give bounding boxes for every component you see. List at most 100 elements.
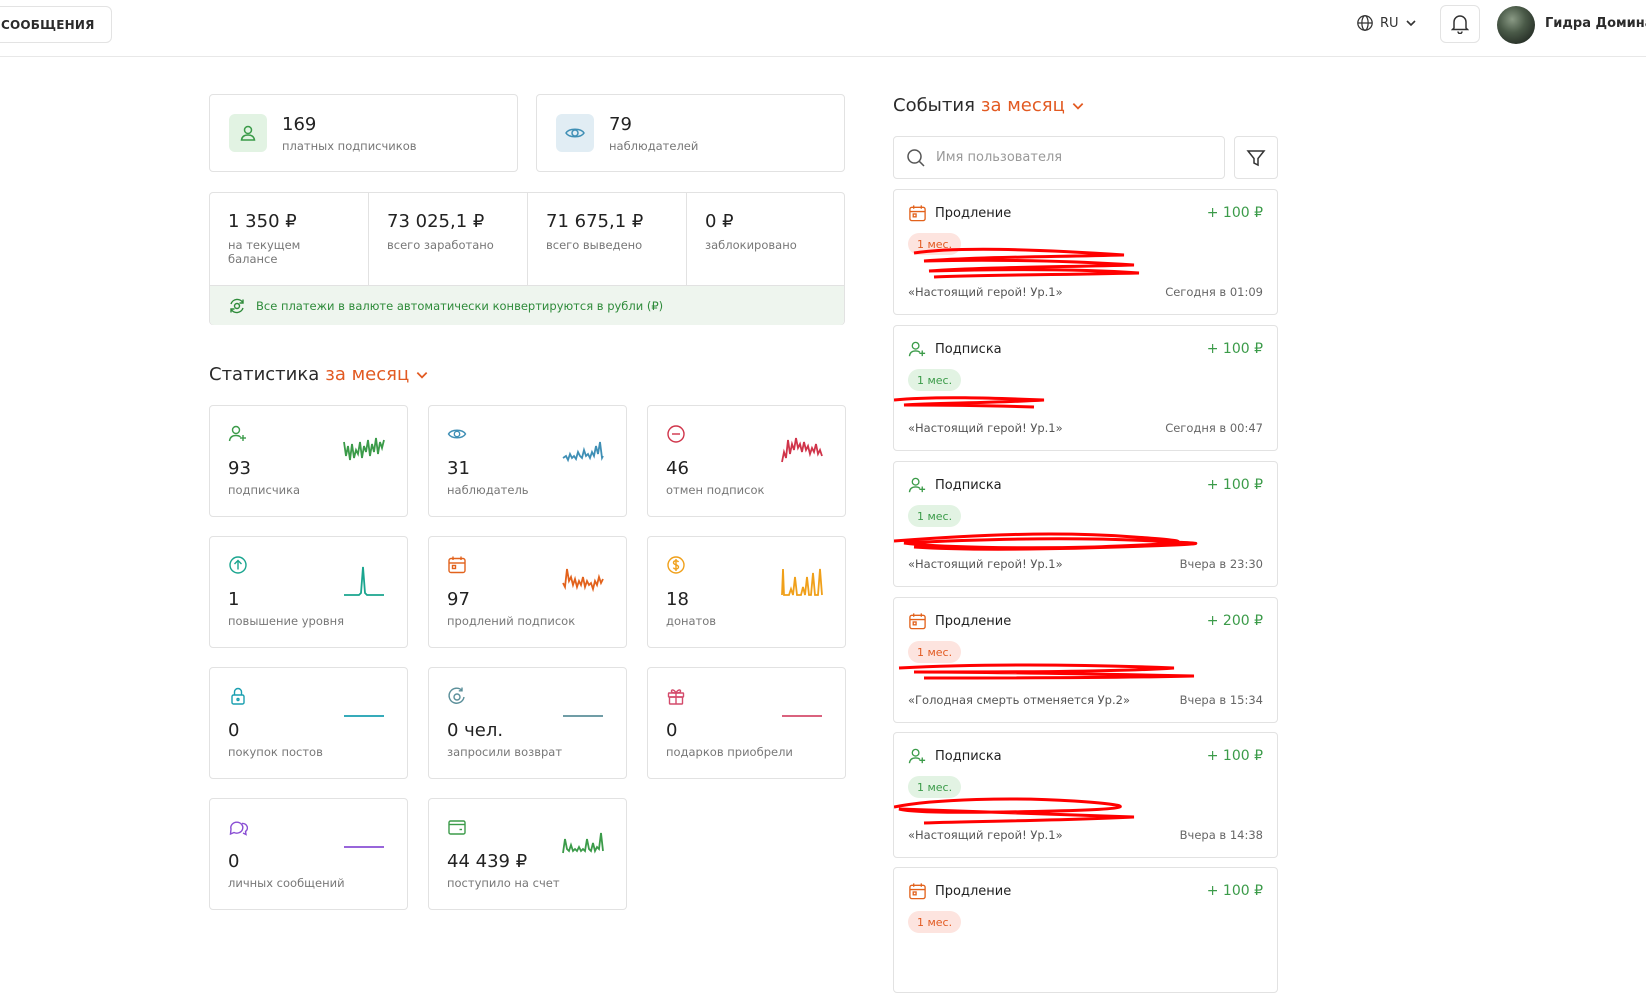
username[interactable]: Гидра Доминат bbox=[1545, 16, 1646, 31]
event-period-badge: 1 мес. bbox=[908, 233, 962, 255]
events-period-selector[interactable]: за месяц bbox=[980, 95, 1065, 116]
event-time: Вчера в 23:30 bbox=[1179, 557, 1263, 571]
stat-label: подарков приобрели bbox=[666, 745, 793, 759]
user-plus-icon bbox=[908, 477, 926, 493]
stat-card-cancellations[interactable]: 46 отмен подписок bbox=[647, 405, 846, 517]
user-icon bbox=[229, 114, 267, 152]
event-type-label: Продление bbox=[935, 206, 1012, 221]
event-card[interactable]: Продление + 100 ₽ 1 мес. bbox=[893, 867, 1278, 993]
balance-earned: 73 025,1 ₽ всего заработано bbox=[369, 193, 528, 285]
stat-label: личных сообщений bbox=[228, 876, 345, 890]
statistics-period-selector[interactable]: за месяц bbox=[325, 364, 410, 385]
event-tier-title: «Настоящий герой! Ур.1» bbox=[908, 828, 1063, 842]
event-type-label: Продление bbox=[935, 614, 1012, 629]
watchers-card: 79 наблюдателей bbox=[536, 94, 845, 172]
balance-withdrawn: 71 675,1 ₽ всего выведено bbox=[528, 193, 687, 285]
balance-label: на текущем bbox=[228, 238, 301, 252]
stat-value: 44 439 ₽ bbox=[447, 851, 528, 872]
sparkline bbox=[781, 437, 823, 463]
event-card[interactable]: Подписка + 100 ₽ 1 мес. «Настоящий герой… bbox=[893, 325, 1278, 451]
stat-label: отмен подписок bbox=[666, 483, 765, 497]
event-period-badge: 1 мес. bbox=[908, 776, 962, 798]
watchers-count: 79 bbox=[609, 114, 632, 135]
event-type-label: Подписка bbox=[935, 749, 1002, 764]
stat-label: подписчика bbox=[228, 483, 301, 497]
stat-card-gifts[interactable]: 0 подарков приобрели bbox=[647, 667, 846, 779]
event-tier-title: «Настоящий герой! Ур.1» bbox=[908, 421, 1063, 435]
stat-card-watchers[interactable]: 31 наблюдатель bbox=[428, 405, 627, 517]
balance-label-2: балансе bbox=[228, 252, 278, 266]
redaction-scribble bbox=[898, 663, 1195, 680]
stat-label: наблюдатель bbox=[447, 483, 529, 497]
event-time: Вчера в 15:34 bbox=[1179, 693, 1263, 707]
stat-card-messages[interactable]: 0 личных сообщений bbox=[209, 798, 408, 910]
event-time: Сегодня в 00:47 bbox=[1165, 421, 1263, 435]
event-type: Продление bbox=[908, 204, 1011, 223]
stat-card-refund-requests[interactable]: 0 чел. запросили возврат bbox=[428, 667, 627, 779]
coin-icon bbox=[667, 556, 685, 574]
event-type-label: Подписка bbox=[935, 342, 1002, 357]
stat-value: 46 bbox=[666, 458, 689, 479]
sparkline bbox=[563, 715, 603, 717]
avatar[interactable] bbox=[1497, 6, 1535, 44]
event-period-badge: 1 мес. bbox=[908, 505, 962, 527]
stat-card-renewals[interactable]: 97 продлений подписок bbox=[428, 536, 627, 648]
refund-icon bbox=[448, 687, 465, 704]
search-input-placeholder[interactable]: Имя пользователя bbox=[936, 150, 1063, 165]
stat-label: донатов bbox=[666, 614, 717, 628]
search-icon bbox=[907, 148, 925, 167]
stat-card-post-purchases[interactable]: 0 покупок постов bbox=[209, 667, 408, 779]
balance-label: всего выведено bbox=[546, 238, 643, 252]
language-selector[interactable]: RU bbox=[1356, 14, 1417, 32]
event-tier-title: «Настоящий герой! Ур.1» bbox=[908, 557, 1063, 571]
redaction-scribble bbox=[894, 797, 1135, 825]
globe-icon bbox=[1357, 15, 1373, 31]
stat-label: продлений подписок bbox=[447, 614, 576, 628]
stat-card-level-ups[interactable]: 1 повышение уровня bbox=[209, 536, 408, 648]
stat-value: 0 bbox=[228, 851, 240, 872]
stat-value: 0 bbox=[228, 720, 240, 741]
stat-card-subscribers[interactable]: 93 подписчика bbox=[209, 405, 408, 517]
stat-value: 0 чел. bbox=[447, 720, 504, 741]
messages-button[interactable]: СООБЩЕНИЯ bbox=[0, 6, 112, 43]
event-card[interactable]: Подписка + 100 ₽ 1 мес. «Настоящий герой… bbox=[893, 461, 1278, 587]
username-search[interactable]: Имя пользователя bbox=[893, 136, 1225, 179]
events-title: События за месяц bbox=[893, 95, 1085, 116]
chevron-down-icon[interactable] bbox=[415, 368, 429, 382]
stat-card-donations[interactable]: 18 донатов bbox=[647, 536, 846, 648]
calendar-icon bbox=[448, 556, 466, 574]
event-amount: + 100 ₽ bbox=[1206, 748, 1263, 764]
filter-button[interactable] bbox=[1234, 136, 1278, 179]
balance-label: всего заработано bbox=[387, 238, 494, 252]
sparkline bbox=[344, 566, 384, 596]
event-amount: + 100 ₽ bbox=[1206, 341, 1263, 357]
top-bar: СООБЩЕНИЯ RU Гидра Доминат bbox=[0, 0, 1646, 57]
event-period-badge: 1 мес. bbox=[908, 369, 962, 391]
event-card[interactable]: Продление + 100 ₽ 1 мес. «Настоящий геро… bbox=[893, 189, 1278, 315]
calendar-icon bbox=[909, 613, 926, 630]
subscribers-count: 169 bbox=[282, 114, 317, 135]
sparkline bbox=[344, 715, 384, 717]
balance-blocked: 0 ₽ заблокировано bbox=[687, 193, 845, 285]
stat-card-income[interactable]: 44 439 ₽ поступило на счет bbox=[428, 798, 627, 910]
event-type: Продление bbox=[908, 612, 1011, 631]
sparkline bbox=[781, 568, 823, 596]
sparkline bbox=[562, 441, 604, 463]
chat-icon bbox=[229, 821, 248, 836]
notifications-button[interactable] bbox=[1440, 5, 1480, 43]
event-amount: + 100 ₽ bbox=[1206, 477, 1263, 493]
chevron-down-icon[interactable] bbox=[1071, 99, 1085, 113]
filter-icon bbox=[1246, 149, 1266, 166]
balance-label: заблокировано bbox=[705, 238, 797, 252]
balance-value: 73 025,1 ₽ bbox=[387, 211, 485, 232]
event-type: Подписка bbox=[908, 476, 1002, 495]
calendar-icon bbox=[909, 205, 926, 222]
balance-value: 71 675,1 ₽ bbox=[546, 211, 644, 232]
wallet-icon bbox=[448, 820, 466, 835]
event-card[interactable]: Продление + 200 ₽ 1 мес. «Голодная смерт… bbox=[893, 597, 1278, 723]
event-card[interactable]: Подписка + 100 ₽ 1 мес. «Настоящий герой… bbox=[893, 732, 1278, 858]
redaction-scribble bbox=[894, 532, 1198, 551]
subscribers-label: платных подписчиков bbox=[282, 139, 417, 153]
user-plus-icon bbox=[228, 425, 246, 442]
user-plus-icon bbox=[908, 748, 926, 764]
